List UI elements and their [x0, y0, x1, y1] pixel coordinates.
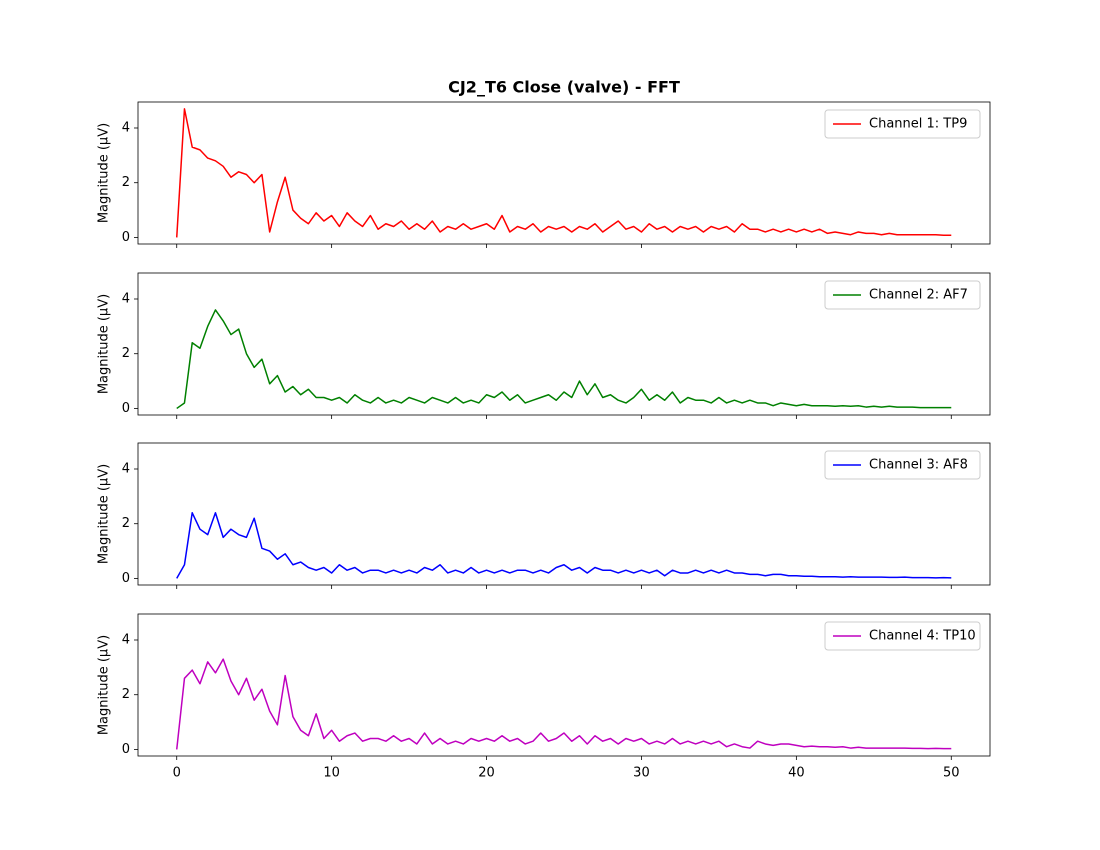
y-tick-label: 0: [122, 401, 130, 416]
y-tick-label: 0: [122, 742, 130, 757]
legend: Channel 4: TP10: [824, 621, 981, 651]
axes-frame: [137, 442, 991, 586]
y-tick-label: 4: [122, 120, 130, 135]
data-line: [176, 309, 952, 410]
axes-frame: [137, 272, 991, 416]
legend: Channel 1: TP9: [824, 109, 981, 139]
legend: Channel 3: AF8: [824, 450, 981, 480]
y-tick-label: 0: [122, 571, 130, 586]
legend-label: Channel 3: AF8: [869, 458, 968, 473]
legend-label: Channel 4: TP10: [869, 629, 976, 644]
x-tick-label: 20: [478, 766, 495, 781]
x-tick-label: 10: [323, 766, 340, 781]
legend-frame: [824, 280, 981, 310]
y-tick-label: 4: [122, 291, 130, 306]
data-line: [175, 108, 952, 238]
legend-label: Channel 2: AF7: [869, 288, 968, 303]
y-tick-label: 2: [122, 175, 130, 190]
x-tick-label: 0: [173, 766, 181, 781]
x-tick-label: 30: [633, 766, 650, 781]
y-axis-label: Magnitude (μV): [97, 123, 112, 223]
y-axis-label: Magnitude (μV): [97, 464, 112, 564]
y-tick-label: 2: [122, 516, 130, 531]
legend-label: Channel 1: TP9: [869, 117, 967, 132]
legend-frame: [824, 450, 981, 480]
chart-title: CJ2_T6 Close (valve) - FFT: [448, 78, 680, 97]
data-line: [176, 512, 952, 579]
x-tick-label: 40: [788, 766, 805, 781]
legend-frame: [824, 109, 981, 139]
y-tick-label: 0: [122, 230, 130, 245]
axes-frame: [137, 101, 991, 245]
y-tick-label: 2: [122, 346, 130, 361]
axes-frame: [137, 613, 991, 757]
legend: Channel 2: AF7: [824, 280, 981, 310]
y-axis-label: Magnitude (μV): [97, 294, 112, 394]
x-tick-label: 50: [943, 766, 960, 781]
y-tick-label: 2: [122, 687, 130, 702]
y-tick-label: 4: [122, 632, 130, 647]
legend-frame: [824, 621, 981, 651]
y-axis-label: Magnitude (μV): [97, 635, 112, 735]
y-tick-label: 4: [122, 461, 130, 476]
data-line: [175, 658, 952, 750]
